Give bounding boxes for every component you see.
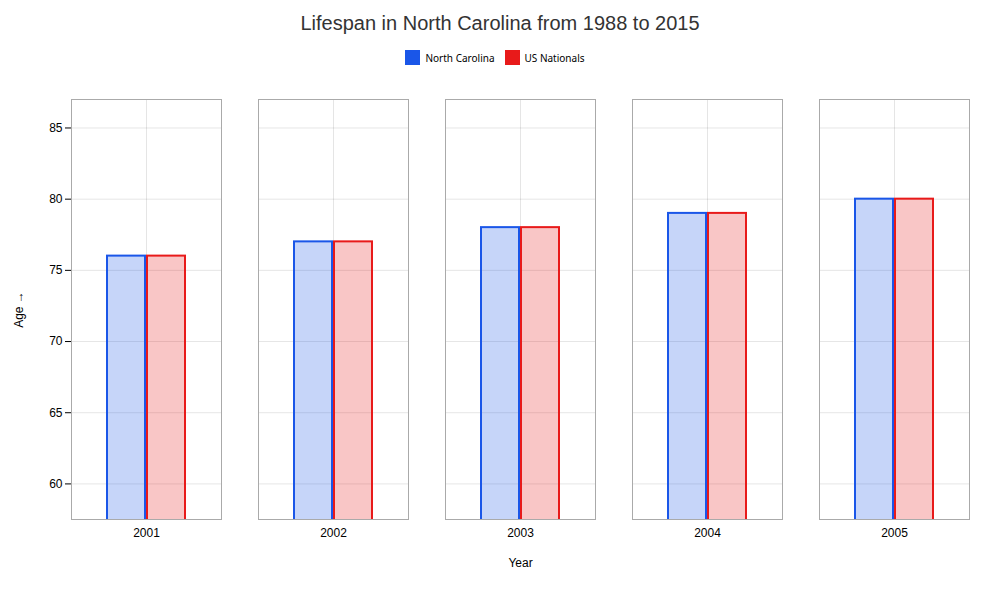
svg-text:70: 70 [49, 334, 63, 348]
html-text:US Nationals: US Nationals [524, 50, 585, 65]
svg-text:2005: 2005 [881, 526, 908, 540]
svg-text:2004: 2004 [694, 526, 721, 540]
svg-text:2002: 2002 [320, 526, 347, 540]
svg-text:2001: 2001 [133, 526, 160, 540]
svg-text:Year: Year [508, 556, 532, 570]
svg-text:60: 60 [49, 477, 63, 491]
svg-text:Age →: Age → [12, 291, 26, 328]
svg-text:2003: 2003 [507, 526, 534, 540]
svg-text:80: 80 [49, 192, 63, 206]
svg-text:65: 65 [49, 406, 63, 420]
html-text:North Carolina: North Carolina [425, 50, 495, 65]
svg-text:75: 75 [49, 263, 63, 277]
html-text:Lifespan in North Carolina fro: Lifespan in North Carolina from 1988 to … [300, 12, 700, 34]
svg-text:85: 85 [49, 121, 63, 135]
